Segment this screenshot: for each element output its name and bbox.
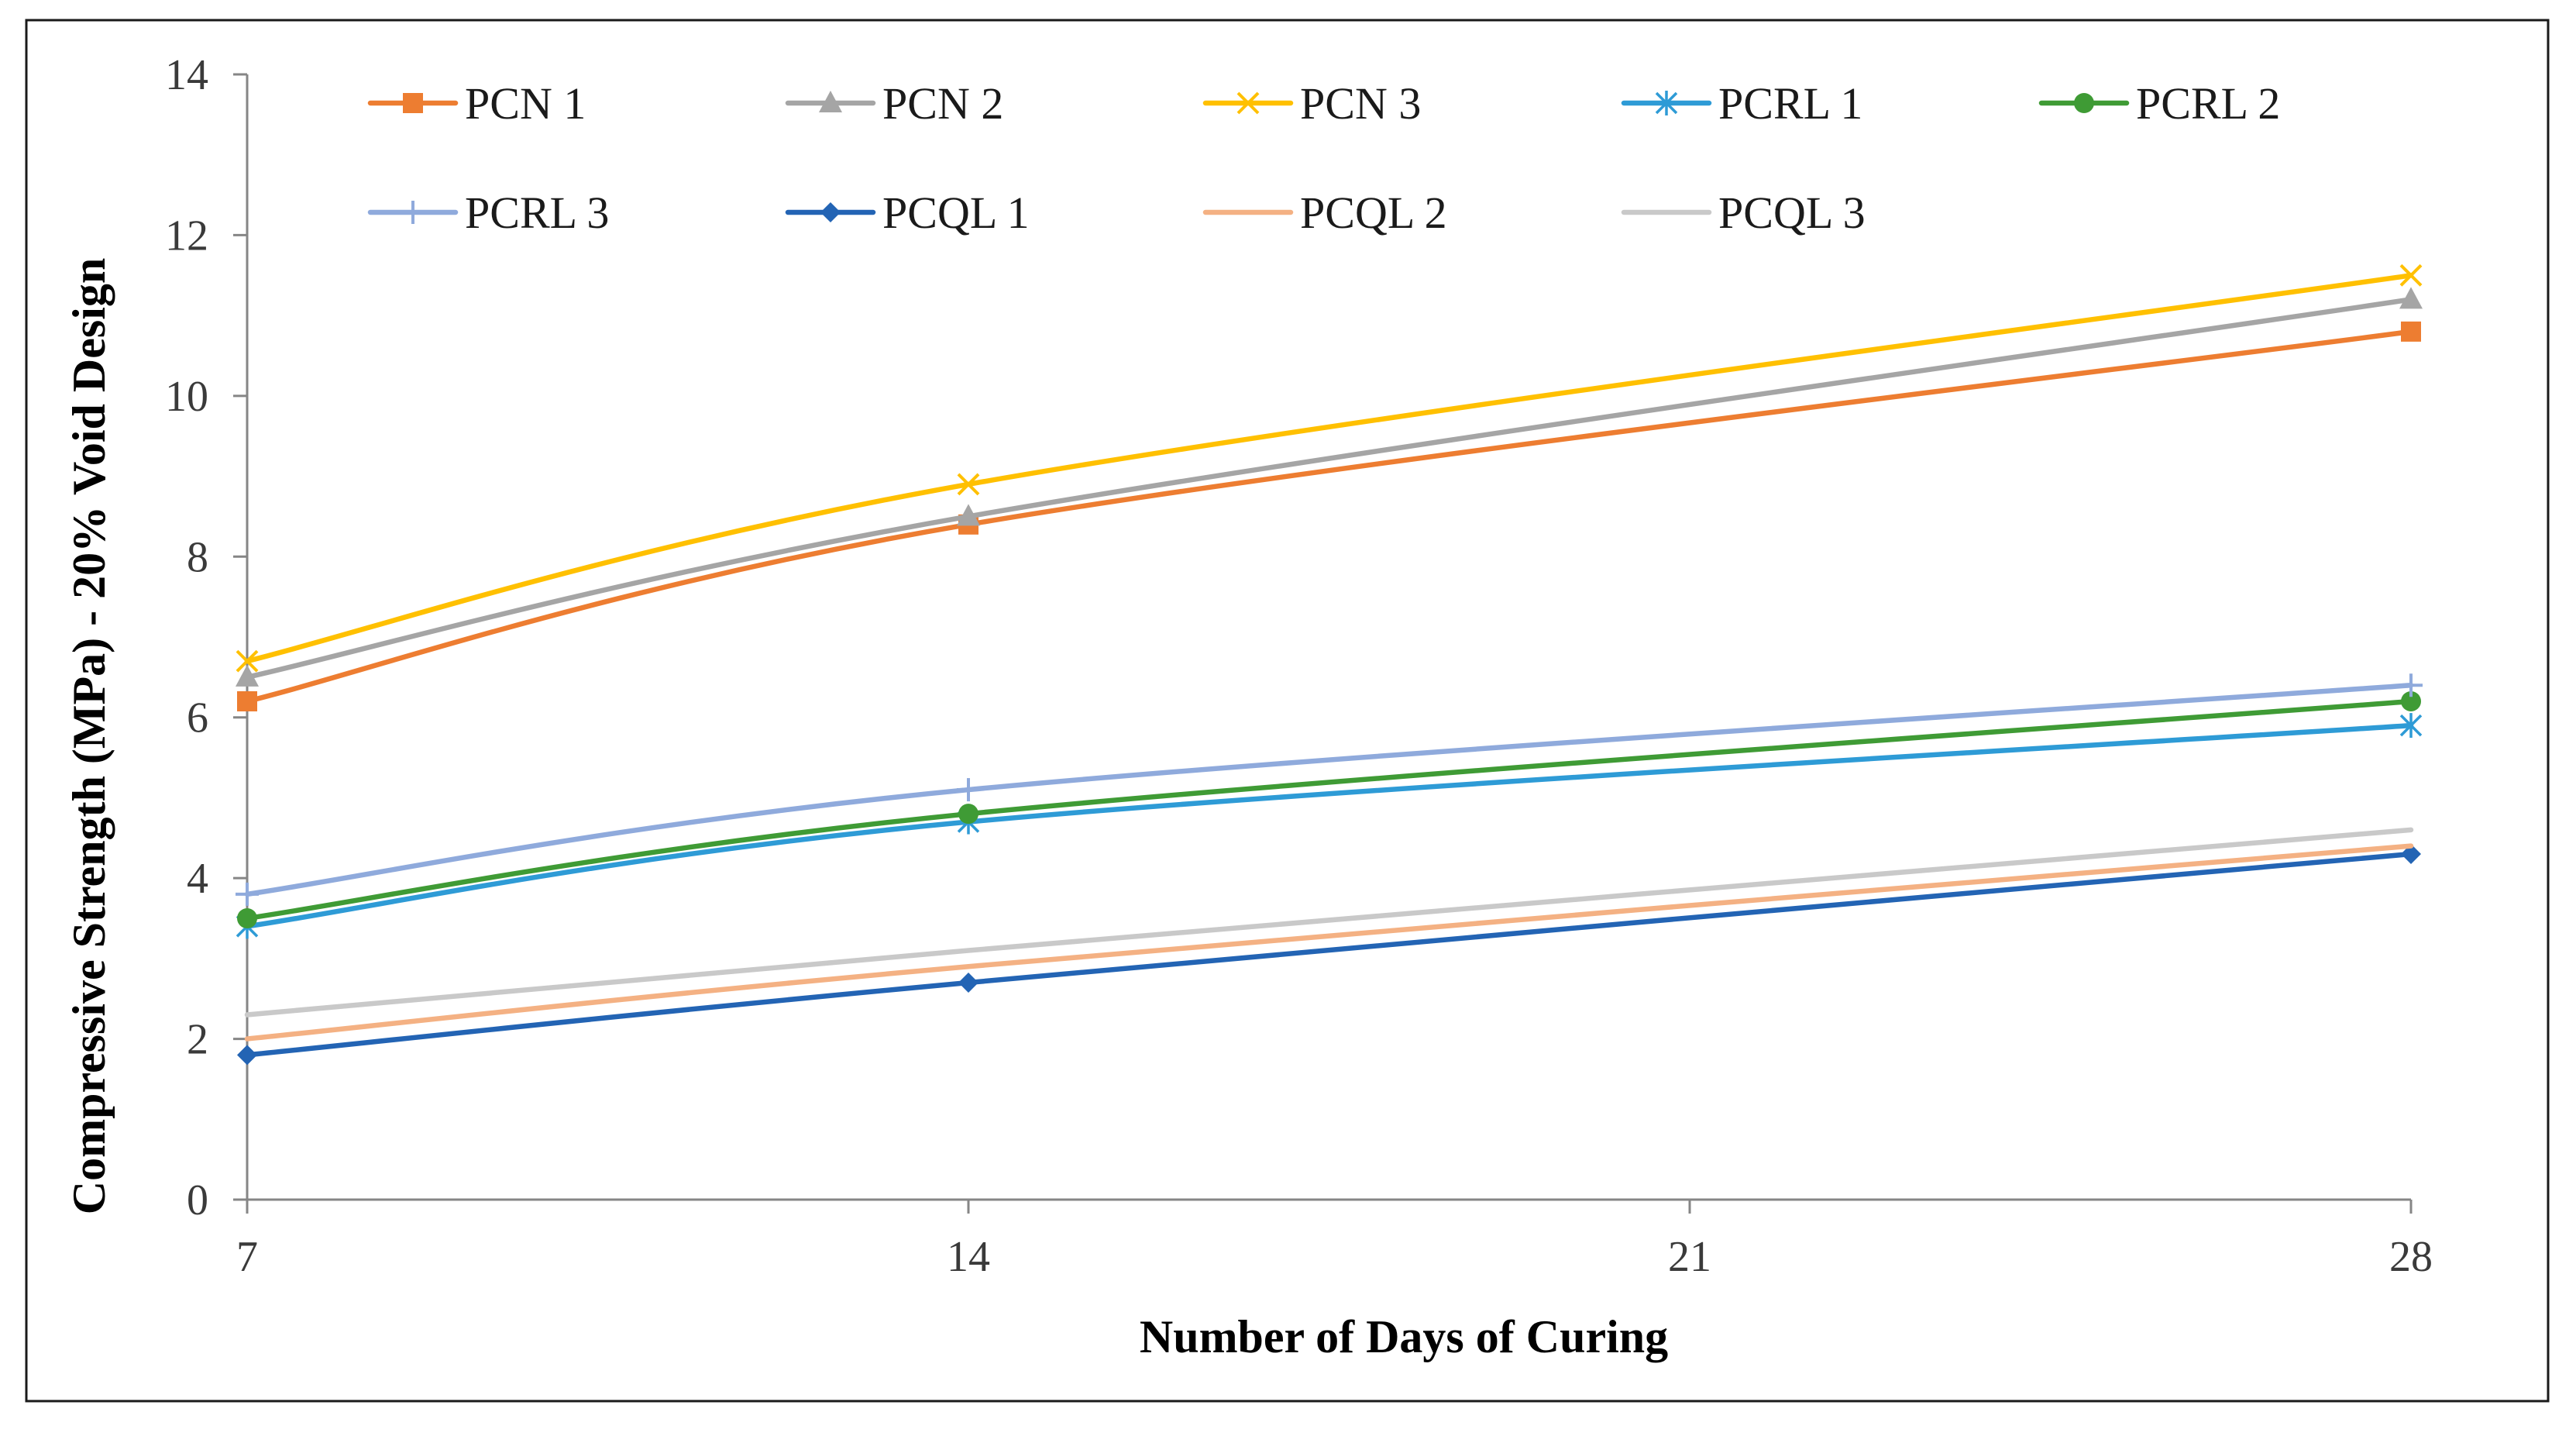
- legend-label: PCQL 3: [1718, 188, 1866, 238]
- legend-marker: [819, 91, 842, 112]
- series-line: [244, 297, 2414, 680]
- data-point: [957, 473, 980, 496]
- legend-label: PCN 1: [465, 78, 586, 129]
- marker-stroke: [1236, 91, 1260, 115]
- data-point: [958, 972, 978, 993]
- legend-item: PCQL 1: [785, 188, 1030, 238]
- legend-item: PCQL 2: [1202, 188, 1447, 238]
- data-point: [2399, 263, 2423, 287]
- legend-label: PCRL 2: [2136, 78, 2280, 129]
- x-tick-label: 21: [1668, 1233, 1711, 1281]
- legend: PCN 1 PCN 2 PCN 3 PCRL 1 PCRL 2 PCRL 3 PCQL 1 P…: [367, 78, 2280, 238]
- data-point: [2401, 321, 2421, 342]
- data-point: [236, 664, 259, 687]
- y-tick-label: 6: [187, 694, 208, 742]
- data-point: [2401, 844, 2421, 865]
- legend-item: PCRL 1: [1621, 78, 1862, 129]
- legend-item: PCN 2: [785, 78, 1003, 129]
- legend-label: PCRL 3: [465, 188, 609, 238]
- marker-stroke: [2399, 263, 2423, 287]
- series-line: [244, 698, 2414, 921]
- legend-item: PCQL 3: [1621, 188, 1866, 238]
- y-tick-label: 2: [187, 1016, 208, 1064]
- data-point: [237, 690, 257, 711]
- data-point: [2401, 690, 2421, 711]
- series-line: [244, 329, 2414, 704]
- data-point: [2399, 713, 2423, 739]
- legend-marker: [403, 93, 423, 113]
- marker-stroke: [957, 473, 980, 496]
- series-line: [244, 722, 2414, 929]
- legend-label: PCN 3: [1300, 78, 1421, 129]
- legend-item: PCRL 3: [367, 188, 609, 238]
- legend-label: PCQL 1: [882, 188, 1030, 238]
- data-point: [958, 804, 978, 825]
- y-tick-label: 10: [165, 373, 208, 421]
- y-tick-label: 4: [187, 855, 208, 903]
- y-tick-label: 14: [165, 51, 208, 99]
- legend-label: PCRL 1: [1718, 78, 1862, 129]
- series-pcql-1: [237, 844, 2421, 1066]
- data-point: [2399, 287, 2423, 309]
- legend-label: PCQL 2: [1300, 188, 1447, 238]
- data-point: [2399, 673, 2423, 697]
- legend-item: PCRL 2: [2038, 78, 2280, 129]
- series-line: [244, 682, 2414, 897]
- data-point: [957, 504, 980, 526]
- chart-border: [25, 19, 2550, 1403]
- data-point: [237, 908, 257, 928]
- legend-marker: [1236, 91, 1260, 115]
- legend-marker: [401, 201, 425, 224]
- series-pcrl-2: [237, 690, 2421, 928]
- series-pcql-2: [244, 843, 2414, 1042]
- x-tick-label: 28: [2389, 1233, 2433, 1281]
- series-line: [244, 273, 2414, 664]
- series-pcql-3: [244, 827, 2414, 1018]
- axes: 0 2 4 6 8 10 12 14 7 14 21 28: [165, 51, 2433, 1281]
- legend-item: PCN 3: [1202, 78, 1421, 129]
- legend-label: PCN 2: [882, 78, 1003, 129]
- legend-marker: [820, 202, 841, 222]
- x-axis-title: Number of Days of Curing: [1140, 1311, 1668, 1362]
- series-pcrl-3: [236, 673, 2423, 906]
- legend-marker: [1655, 91, 1678, 115]
- legend-item: PCN 1: [367, 78, 586, 129]
- y-tick-label: 12: [165, 212, 208, 260]
- x-tick-label: 7: [236, 1233, 258, 1281]
- series-line: [244, 827, 2414, 1018]
- series-pcn-2: [236, 287, 2423, 687]
- y-tick-label: 0: [187, 1176, 208, 1224]
- legend-marker: [2074, 93, 2094, 113]
- y-axis-title: Compressive Strength (MPa) - 20% Void De…: [64, 258, 115, 1214]
- series-line: [244, 851, 2414, 1058]
- y-tick-label: 8: [187, 533, 208, 581]
- data-point: [237, 1045, 257, 1066]
- data-point: [236, 649, 259, 673]
- x-tick-label: 14: [947, 1233, 990, 1281]
- marker-stroke: [236, 649, 259, 673]
- series-pcn-3: [236, 263, 2423, 673]
- data-point: [236, 882, 259, 906]
- plot-area: [236, 263, 2423, 1066]
- series-line: [244, 843, 2414, 1042]
- data-point: [957, 778, 980, 802]
